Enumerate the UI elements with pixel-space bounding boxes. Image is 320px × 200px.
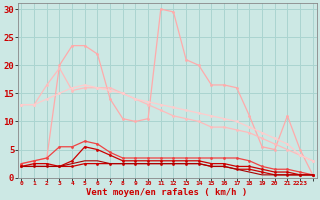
X-axis label: Vent moyen/en rafales ( km/h ): Vent moyen/en rafales ( km/h ) bbox=[86, 188, 248, 197]
